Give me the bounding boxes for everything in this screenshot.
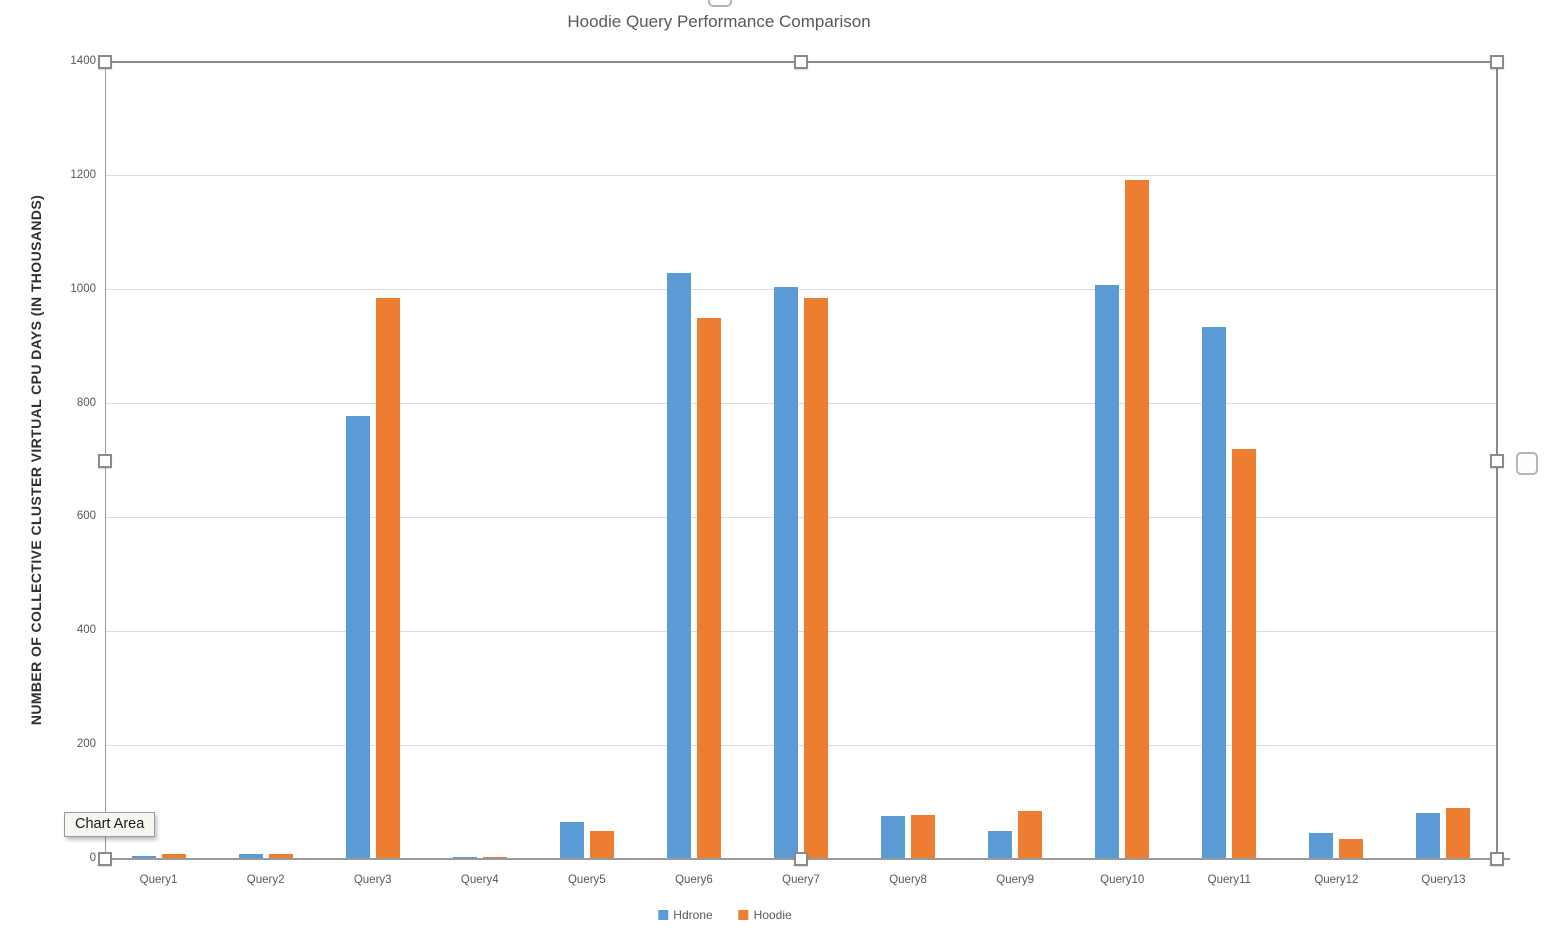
bar-hoodie-query12[interactable] <box>1339 839 1364 859</box>
y-tick-label-400: 400 <box>76 624 96 637</box>
chart-title[interactable]: Hoodie Query Performance Comparison <box>567 12 871 31</box>
bar-hdrone-query5[interactable] <box>559 821 584 859</box>
bar-hoodie-query13[interactable] <box>1446 807 1471 859</box>
x-tick-label-query12: Query12 <box>1314 874 1359 886</box>
bar-hdrone-query11[interactable] <box>1202 326 1227 859</box>
legend-item-hoodie[interactable]: Hoodie <box>738 908 792 922</box>
bar-hdrone-query13[interactable] <box>1416 813 1441 859</box>
bar-hoodie-query6[interactable] <box>696 318 721 859</box>
y-tick-label-1200: 1200 <box>70 168 96 181</box>
bar-hoodie-query8[interactable] <box>911 815 936 859</box>
x-tick-label-query6: Query6 <box>675 874 713 886</box>
selection-handle-mid-left[interactable] <box>98 453 112 468</box>
bar-hoodie-query11[interactable] <box>1232 449 1257 859</box>
legend: Hdrone Hoodie <box>658 908 792 922</box>
legend-item-hdrone[interactable]: Hdrone <box>658 908 713 922</box>
bar-hoodie-query5[interactable] <box>589 830 614 859</box>
x-tick-label-query10: Query10 <box>1100 874 1145 886</box>
y-tick-label-1400: 1400 <box>70 55 96 67</box>
x-tick-label-query3: Query3 <box>353 874 392 886</box>
bar-hdrone-query3[interactable] <box>345 416 370 859</box>
bar-hdrone-query9[interactable] <box>988 830 1013 859</box>
selection-handle-top-center[interactable] <box>794 55 808 69</box>
x-tick-label-query7: Query7 <box>782 874 820 886</box>
selection-handle-mid-right[interactable] <box>1490 453 1504 468</box>
chart-area-tooltip: Chart Area <box>64 812 156 837</box>
bar-hdrone-query4[interactable] <box>452 856 477 859</box>
bar-hoodie-query10[interactable] <box>1125 180 1150 859</box>
bar-hoodie-query3[interactable] <box>375 298 400 859</box>
y-tick-label-600: 600 <box>76 510 96 523</box>
bar-hoodie-query7[interactable] <box>804 298 828 859</box>
gridline-600 <box>105 516 1497 518</box>
gridline-800 <box>105 403 1497 405</box>
legend-label-hoodie: Hoodie <box>753 908 792 922</box>
selection-handle-partial-top[interactable] <box>708 0 732 7</box>
y-tick-label-200: 200 <box>76 738 96 751</box>
x-tick-label-query8: Query8 <box>889 874 927 886</box>
selection-handle-partial-right[interactable] <box>1516 452 1538 475</box>
bar-hdrone-query6[interactable] <box>666 272 691 859</box>
x-tick-label-query9: Query9 <box>996 874 1034 886</box>
x-tick-label-query1: Query1 <box>139 874 178 886</box>
bar-hoodie-query2[interactable] <box>268 854 293 859</box>
y-tick-label-0: 0 <box>89 852 96 864</box>
gridline-200 <box>105 744 1497 746</box>
y-tick-label-800: 800 <box>76 396 96 409</box>
selection-handle-bottom-center[interactable] <box>794 852 808 866</box>
gridline-400 <box>105 630 1497 632</box>
bar-hdrone-query8[interactable] <box>881 816 906 859</box>
plot-area[interactable] <box>105 61 1497 860</box>
bar-hdrone-query10[interactable] <box>1095 285 1120 859</box>
x-tick-label-query13: Query13 <box>1421 874 1466 886</box>
legend-swatch-hoodie-icon <box>738 910 749 920</box>
y-tick-label-1000: 1000 <box>70 282 96 295</box>
legend-label-hdrone: Hdrone <box>673 908 713 922</box>
gridline-1000 <box>105 289 1497 291</box>
selection-handle-bottom-left[interactable] <box>98 852 112 866</box>
bar-hdrone-query7[interactable] <box>774 286 798 859</box>
selection-handle-bottom-right[interactable] <box>1490 852 1504 866</box>
bar-hoodie-query1[interactable] <box>161 854 186 859</box>
y-axis-title[interactable]: NUMBER OF COLLECTIVE CLUSTER VIRTUAL CPU… <box>28 194 44 726</box>
bar-hoodie-query4[interactable] <box>482 856 507 859</box>
bar-hdrone-query1[interactable] <box>131 856 156 859</box>
selection-handle-top-left[interactable] <box>98 55 112 69</box>
gridline-1200 <box>105 175 1497 177</box>
x-tick-label-query5: Query5 <box>567 874 606 886</box>
bar-hdrone-query2[interactable] <box>238 854 263 859</box>
legend-swatch-hdrone-icon <box>658 910 669 920</box>
bar-hoodie-query9[interactable] <box>1018 810 1043 859</box>
x-tick-label-query11: Query11 <box>1207 874 1251 886</box>
x-tick-label-query4: Query4 <box>460 874 499 886</box>
bar-hdrone-query12[interactable] <box>1309 833 1334 859</box>
x-tick-label-query2: Query2 <box>246 874 285 886</box>
selection-handle-top-right[interactable] <box>1490 55 1504 69</box>
